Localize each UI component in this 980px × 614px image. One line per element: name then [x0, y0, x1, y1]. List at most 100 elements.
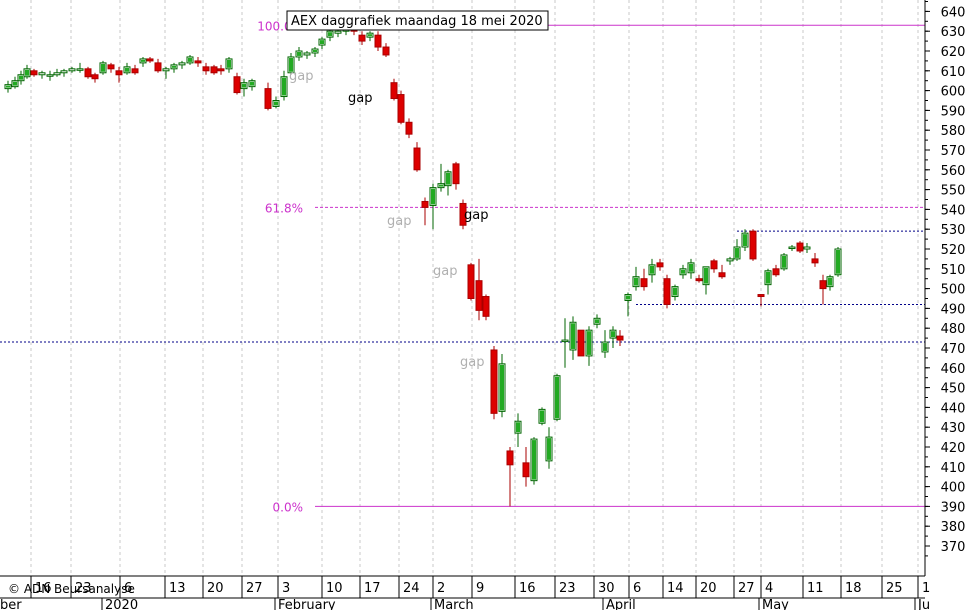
candle-body [772, 268, 780, 276]
candle-body [803, 246, 811, 250]
x-month-label: April [606, 598, 636, 610]
candle-body-fill [766, 271, 770, 284]
candle-body [210, 66, 218, 74]
candle-body-fill [19, 75, 23, 80]
candle-body [522, 462, 530, 478]
candle-body-fill [313, 50, 317, 52]
candle-body [30, 70, 38, 76]
y-tick-label: 500 [941, 283, 966, 298]
y-tick-label: 620 [941, 45, 966, 60]
candle-body-fill [634, 277, 638, 286]
candle-body [710, 260, 718, 270]
candle-body-fill [626, 295, 630, 300]
x-day-label: 24 [403, 581, 420, 596]
y-tick-label: 650 [941, 0, 966, 1]
candle-body [819, 280, 827, 290]
x-day-label: 13 [169, 581, 186, 596]
candle-body [561, 339, 569, 343]
candle-body [107, 64, 115, 70]
x-day-label: 6 [633, 581, 641, 596]
chart-title-box: AEX daggrafiek maandag 18 mei 2020 [286, 10, 549, 31]
candle-body-fill [782, 255, 786, 268]
candle-body [131, 68, 139, 74]
x-day-label: 4 [765, 581, 773, 596]
y-tick-label: 440 [941, 401, 966, 416]
gap-annotation: gap [348, 91, 372, 106]
candle-body-fill [681, 269, 685, 274]
candle-body-fill [439, 184, 443, 187]
y-tick-label: 460 [941, 362, 966, 377]
candle-body [726, 258, 734, 262]
candle-body-fill [289, 57, 293, 72]
y-tick-label: 370 [941, 540, 966, 555]
y-tick-label: 590 [941, 104, 966, 119]
fib-level-label: 61.8% [265, 201, 303, 215]
x-day-label: 11 [807, 581, 824, 596]
candle-body-fill [547, 438, 551, 460]
candle-body [475, 280, 483, 311]
x-day-label: 25 [886, 581, 903, 596]
candle-body [91, 74, 99, 80]
candle-body [421, 200, 429, 208]
candle-body [194, 60, 202, 64]
y-tick-label: 480 [941, 322, 966, 337]
candle-body-fill [836, 250, 840, 274]
candle-body-fill [603, 343, 607, 351]
candle-body [303, 52, 311, 56]
candle-body-fill [431, 188, 435, 205]
candle-body-fill [587, 331, 591, 355]
candle-body [577, 329, 585, 357]
candle-body [202, 66, 210, 72]
candle-body-fill [274, 101, 278, 106]
candle-body-fill [250, 81, 254, 86]
x-day-label: 6 [124, 581, 132, 596]
chart-title: AEX daggrafiek maandag 18 mei 2020 [291, 14, 543, 29]
y-tick-label: 380 [941, 520, 966, 535]
candle-body [334, 30, 342, 34]
candle-layer [4, 25, 842, 507]
candle-body-fill [828, 277, 832, 286]
x-day-label: 16 [519, 581, 536, 596]
x-month-label: May [762, 598, 789, 610]
candle-body-fill [297, 52, 301, 56]
candle-body-fill [141, 59, 145, 62]
gap-annotation: gap [289, 69, 313, 84]
candle-body [413, 147, 421, 171]
candle-body-fill [446, 172, 450, 185]
candle-body [749, 230, 757, 260]
candle-body-fill [735, 248, 739, 258]
x-day-label: 2 [437, 581, 445, 596]
candle-body [217, 68, 225, 72]
x-day-label: 23 [75, 581, 92, 596]
candle-body [154, 62, 162, 72]
candle-body [788, 246, 796, 250]
candle-body-fill [282, 77, 286, 96]
candle-body-fill [595, 319, 599, 324]
candle-body-fill [320, 40, 324, 45]
y-tick-label: 400 [941, 481, 966, 496]
x-month-label: February [278, 598, 336, 610]
y-tick-label: 520 [941, 243, 966, 258]
candle-body [374, 34, 382, 48]
y-tick-label: 490 [941, 302, 966, 317]
candle-body-fill [540, 410, 544, 423]
candle-body [467, 264, 475, 299]
candle-body [452, 163, 460, 185]
candle-body-fill [611, 331, 615, 338]
gap-annotation: gap [387, 214, 411, 229]
candle-body [616, 335, 624, 341]
x-day-label: 3 [282, 581, 290, 596]
y-tick-label: 550 [941, 184, 966, 199]
candle-body [382, 46, 390, 56]
x-month-label: ber [0, 598, 22, 610]
gap-annotation: gap [464, 208, 488, 223]
candle-body [663, 278, 671, 305]
candle-body-fill [13, 81, 17, 86]
candle-body-fill [25, 69, 29, 76]
candle-body [459, 202, 467, 226]
x-day-label: 1 [922, 581, 930, 596]
candle-body [695, 278, 703, 282]
candle-body [757, 294, 765, 298]
